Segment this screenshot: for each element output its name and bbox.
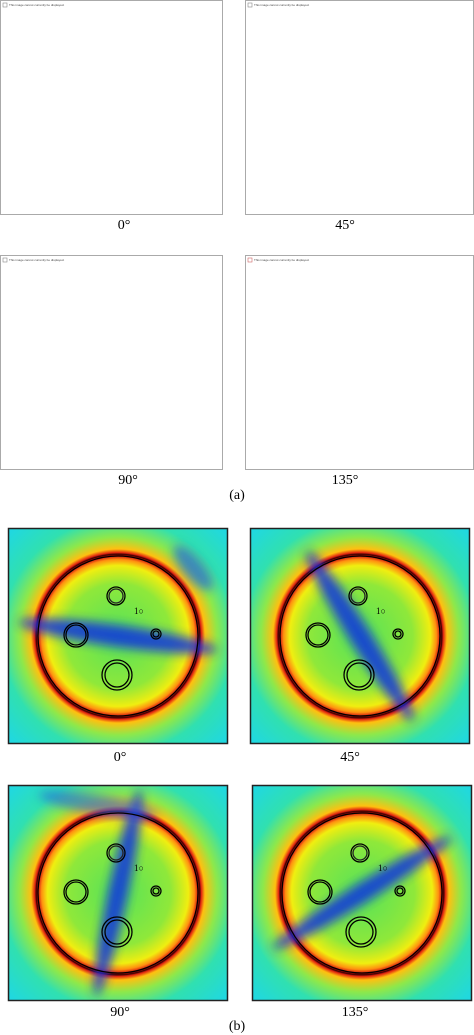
caption: 90° xyxy=(110,1005,130,1020)
caption: 45° xyxy=(340,750,360,765)
caption: 135° xyxy=(332,473,359,488)
field-image xyxy=(251,784,473,1002)
part-label: (b) xyxy=(229,1019,246,1034)
image-placeholder: This image cannot currently be displayed… xyxy=(0,0,223,215)
image-placeholder: This image cannot currently be displayed… xyxy=(245,255,474,470)
caption: 135° xyxy=(342,1005,369,1020)
caption: 0° xyxy=(114,750,127,765)
part-b: 0° 45° 90° 135° (b) xyxy=(7,527,473,1034)
image-placeholder: This image cannot currently be displayed… xyxy=(0,255,223,470)
placeholder-text: This image cannot currently be displayed… xyxy=(9,258,65,262)
field-image xyxy=(7,784,229,1002)
caption: 0° xyxy=(118,218,131,233)
part-label: (a) xyxy=(229,488,245,503)
placeholder-text: This image cannot currently be displayed… xyxy=(254,258,310,262)
image-placeholder: This image cannot currently be displayed… xyxy=(245,0,474,215)
placeholder-text: This image cannot currently be displayed… xyxy=(254,3,310,7)
caption: 45° xyxy=(335,218,355,233)
caption: 90° xyxy=(118,473,138,488)
field-image xyxy=(249,527,471,745)
placeholder-text: This image cannot currently be displayed… xyxy=(9,3,65,7)
part-a: This image cannot currently be displayed… xyxy=(0,0,474,503)
field-image xyxy=(7,527,229,745)
